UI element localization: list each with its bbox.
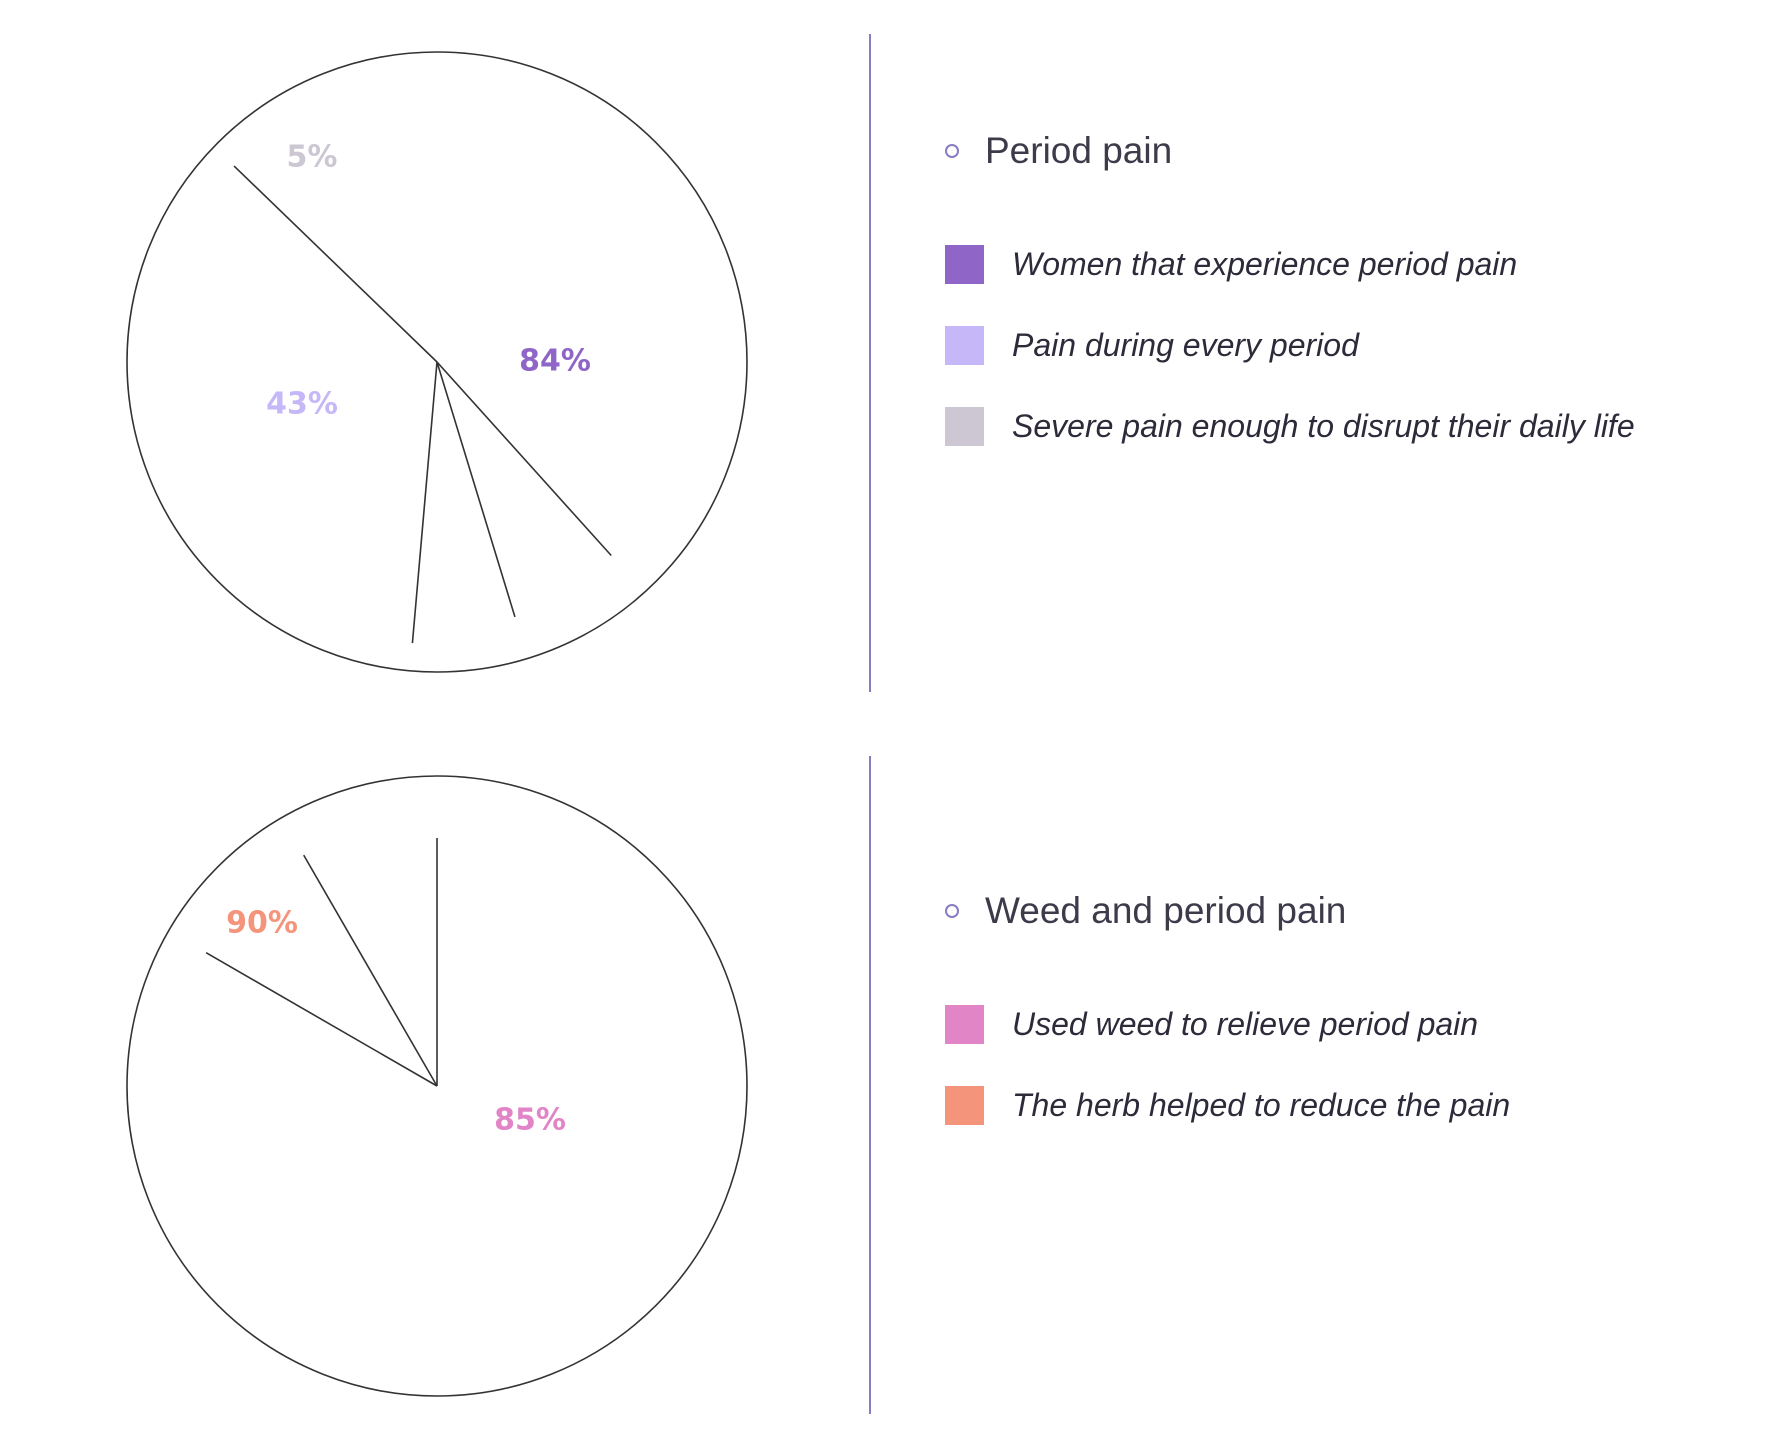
pie-outline xyxy=(126,51,748,673)
chart-title: Period pain xyxy=(985,130,1173,171)
legend-swatch xyxy=(945,1085,984,1125)
weed-period-pain-panel: 85% 90% Weed and period pain Used weed to… xyxy=(0,716,1768,1432)
slice-boundary-line xyxy=(303,854,438,1087)
pie-outline xyxy=(126,775,748,1397)
slice-boundary-line xyxy=(411,361,438,644)
legend-item: Used weed to relieve period pain xyxy=(945,1004,1510,1044)
slice-boundary-line xyxy=(233,165,438,363)
legend-title-row: Period pain xyxy=(945,128,1635,174)
legend-label: Pain during every period xyxy=(1012,326,1359,363)
slice-value-label: 85% xyxy=(494,1103,566,1138)
legend-title-row: Weed and period pain xyxy=(945,888,1510,934)
slice-value-label: 90% xyxy=(226,906,298,941)
slice-value-label: 5% xyxy=(287,140,338,175)
legend-label: Used weed to relieve period pain xyxy=(1012,1005,1479,1042)
legend-label: The herb helped to reduce the pain xyxy=(1012,1086,1511,1123)
period-pain-panel: 84% 43% 5% Period pain Women that experien… xyxy=(0,0,1768,716)
legend-label: Women that experience period pain xyxy=(1012,245,1518,282)
weed-period-pain-legend: Weed and period pain Used weed to reliev… xyxy=(945,888,1510,1166)
legend-swatch xyxy=(945,244,984,284)
slice-value-label: 43% xyxy=(266,387,338,422)
slice-boundary-line xyxy=(205,952,438,1087)
chart-title: Weed and period pain xyxy=(985,890,1347,931)
legend-items: Used weed to relieve period pain The her… xyxy=(945,1004,1510,1125)
legend-item: Pain during every period xyxy=(945,325,1635,365)
circle-bullet-icon xyxy=(945,904,959,918)
vertical-divider xyxy=(869,756,871,1414)
weed-period-pain-pie-chart: 85% 90% xyxy=(126,775,748,1397)
legend-item: The herb helped to reduce the pain xyxy=(945,1085,1510,1125)
period-pain-legend: Period pain Women that experience period… xyxy=(945,128,1635,487)
vertical-divider xyxy=(869,34,871,692)
legend-items: Women that experience period pain Pain d… xyxy=(945,244,1635,446)
legend-label: Severe pain enough to disrupt their dail… xyxy=(1012,407,1635,444)
legend-swatch xyxy=(945,1004,984,1044)
legend-item: Women that experience period pain xyxy=(945,244,1635,284)
slice-value-label: 84% xyxy=(519,344,591,379)
circle-bullet-icon xyxy=(945,144,959,158)
slice-boundary-line xyxy=(436,361,612,557)
legend-swatch xyxy=(945,406,984,446)
legend-swatch xyxy=(945,325,984,365)
slice-boundary-line xyxy=(436,361,516,618)
legend-item: Severe pain enough to disrupt their dail… xyxy=(945,406,1635,446)
period-pain-pie-chart: 84% 43% 5% xyxy=(126,51,748,673)
